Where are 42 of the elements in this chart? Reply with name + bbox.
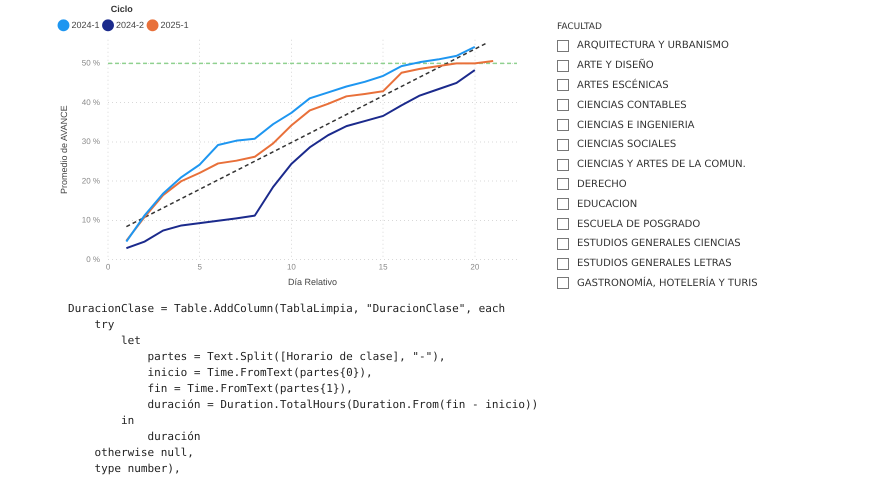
- y-tick-label: 20 %: [82, 176, 100, 186]
- legend-title: Ciclo: [110, 4, 134, 14]
- text: CIENCIAS E INGENIERIA: [577, 120, 695, 131]
- text: ESCUELA DE POSGRADO: [577, 218, 700, 230]
- text: ESTUDIOS GENERALES LETRAS: [577, 258, 732, 270]
- text: ARTES ESCÉNICAS: [577, 80, 669, 91]
- text: duración: [146, 429, 202, 445]
- x-tick-label: 15: [378, 262, 388, 272]
- text: DuracionClase = Table.AddColumn(TablaLimpia, "DuracionClase", each: [68, 301, 506, 317]
- text: try: [93, 317, 116, 333]
- text: DERECHO: [577, 178, 627, 190]
- text: CIENCIAS SOCIALES: [577, 139, 676, 150]
- text: EDUCACION: [577, 198, 638, 210]
- text: in: [120, 413, 136, 429]
- y-axis-title: Promedio de AVANCE: [58, 105, 69, 194]
- text: CIENCIAS Y ARTES DE LA COMUN.: [577, 159, 746, 170]
- x-tick-label: 20: [470, 262, 480, 272]
- text: inicio = Time.FromText(partes{0}),: [146, 365, 374, 381]
- legend-label: 2024-1: [72, 20, 100, 30]
- text: FACULTAD: [557, 22, 603, 32]
- y-tick-label: 10 %: [82, 216, 100, 225]
- text: otherwise null,: [93, 445, 195, 461]
- text: duración = Duration.TotalHours(Duration.From(fin - inicio)): [146, 397, 538, 413]
- text: type number),: [93, 461, 182, 477]
- text: fin = Time.FromText(partes{1}),: [146, 381, 354, 397]
- y-tick-label: 50 %: [82, 58, 100, 68]
- x-tick-label: 0: [106, 262, 111, 272]
- text: ARQUITECTURA Y URBANISMO: [577, 40, 729, 52]
- text: CIENCIAS CONTABLES: [577, 100, 687, 111]
- text: partes = Text.Split([Horario de clase], "-"),: [146, 349, 446, 365]
- text: ESTUDIOS GENERALES CIENCIAS: [577, 238, 741, 250]
- y-tick-label: 0 %: [86, 254, 100, 264]
- legend-label: 2024-2: [116, 20, 144, 30]
- legend-label: 2025-1: [160, 20, 189, 30]
- text: let: [120, 333, 142, 349]
- x-tick-label: 10: [286, 262, 296, 272]
- text: GASTRONOMÍA, HOTELERÍA Y TURIS: [577, 278, 758, 289]
- y-tick-label: 30 %: [82, 137, 100, 146]
- x-axis-title: Día Relativo: [288, 277, 338, 288]
- text: ARTE Y DISEÑO: [577, 60, 654, 72]
- y-tick-label: 40 %: [82, 98, 100, 107]
- x-tick-label: 5: [198, 262, 203, 272]
